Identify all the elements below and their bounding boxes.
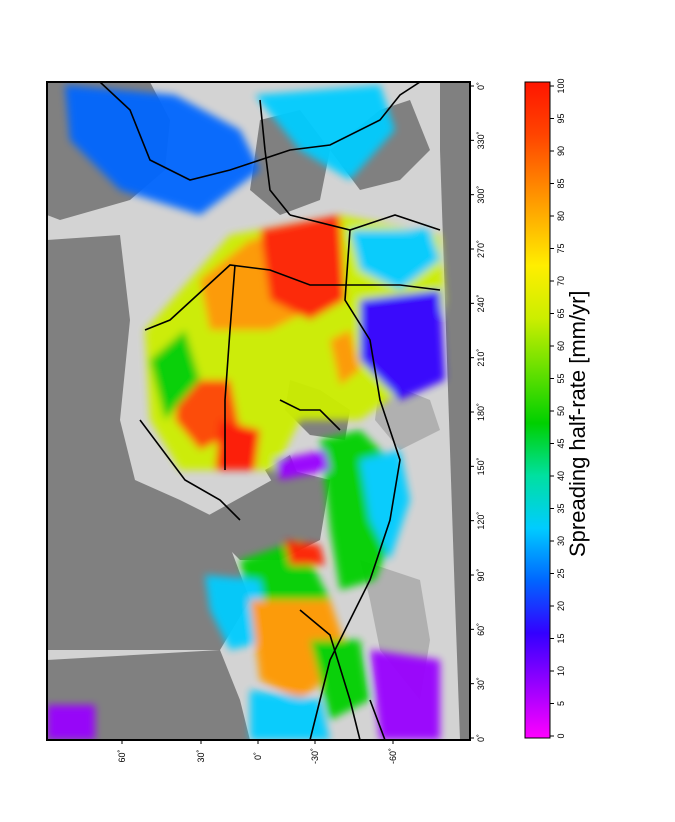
longitude-tick-label: 30˚ (476, 677, 486, 690)
plate-boundaries (99, 82, 441, 740)
longitude-tick-label: 210˚ (476, 349, 486, 367)
colorbar-tick-label: 65 (556, 308, 566, 318)
colorbar-tick-label: 70 (556, 276, 566, 286)
colorbar-tick-label: 5 (556, 701, 566, 706)
longitude-tick-label: 120˚ (476, 512, 486, 530)
colorbar-title: Spreading half-rate [mm/yr] (565, 290, 590, 557)
latitude-tick-label: -60˚ (388, 748, 398, 764)
colorbar-tick-label: 90 (556, 146, 566, 156)
colorbar-tick-label: 45 (556, 438, 566, 448)
latitude-tick-label: -30˚ (310, 748, 320, 764)
longitude-tick-label: 60˚ (476, 623, 486, 636)
colorbar-tick-label: 0 (556, 733, 566, 738)
colorbar-tick-label: 30 (556, 536, 566, 546)
colorbar (524, 81, 551, 739)
colorbar-tick-label: 85 (556, 178, 566, 188)
latitude-axis: 60˚ 30˚ 0˚ -30˚ -60˚ (117, 740, 398, 764)
longitude-tick-label: 0˚ (476, 82, 486, 90)
longitude-axis: 0˚ 30˚ 60˚ 90˚ 120˚ 150˚ 180˚ 210˚ 240˚ 270˚ 300˚ 3… (470, 82, 486, 742)
colorbar-tick-label: 50 (556, 406, 566, 416)
colorbar-tick-label: 15 (556, 633, 566, 643)
colorbar-tick-label: 40 (556, 471, 566, 481)
colorbar-tick-label: 100 (556, 78, 566, 93)
colorbar-tick-label: 25 (556, 568, 566, 578)
colorbar-tick-label: 55 (556, 373, 566, 383)
colorbar-tick-label: 80 (556, 211, 566, 221)
longitude-tick-label: 0˚ (476, 734, 486, 742)
latitude-tick-label: 60˚ (117, 749, 127, 762)
longitude-tick-label: 330˚ (476, 131, 486, 149)
longitude-tick-label: 180˚ (476, 403, 486, 421)
colorbar-tick-label: 20 (556, 601, 566, 611)
colorbar-tick-label: 60 (556, 341, 566, 351)
colorbar-ticks: 0 5 10 15 20 25 30 35 40 45 50 55 60 65 70 75 80 85 90 95 10… (550, 78, 566, 739)
map-panel (47, 82, 470, 740)
latitude-tick-label: 0˚ (253, 752, 263, 760)
colorbar-tick-label: 95 (556, 113, 566, 123)
colorbar-tick-label: 75 (556, 243, 566, 253)
longitude-tick-label: 300˚ (476, 186, 486, 204)
colorbar-tick-label: 10 (556, 666, 566, 676)
latitude-tick-label: 30˚ (196, 749, 206, 762)
longitude-tick-label: 240˚ (476, 294, 486, 312)
longitude-tick-label: 270˚ (476, 240, 486, 258)
colorbar-tick-label: 35 (556, 503, 566, 513)
longitude-tick-label: 90˚ (476, 568, 486, 581)
longitude-tick-label: 150˚ (476, 457, 486, 475)
